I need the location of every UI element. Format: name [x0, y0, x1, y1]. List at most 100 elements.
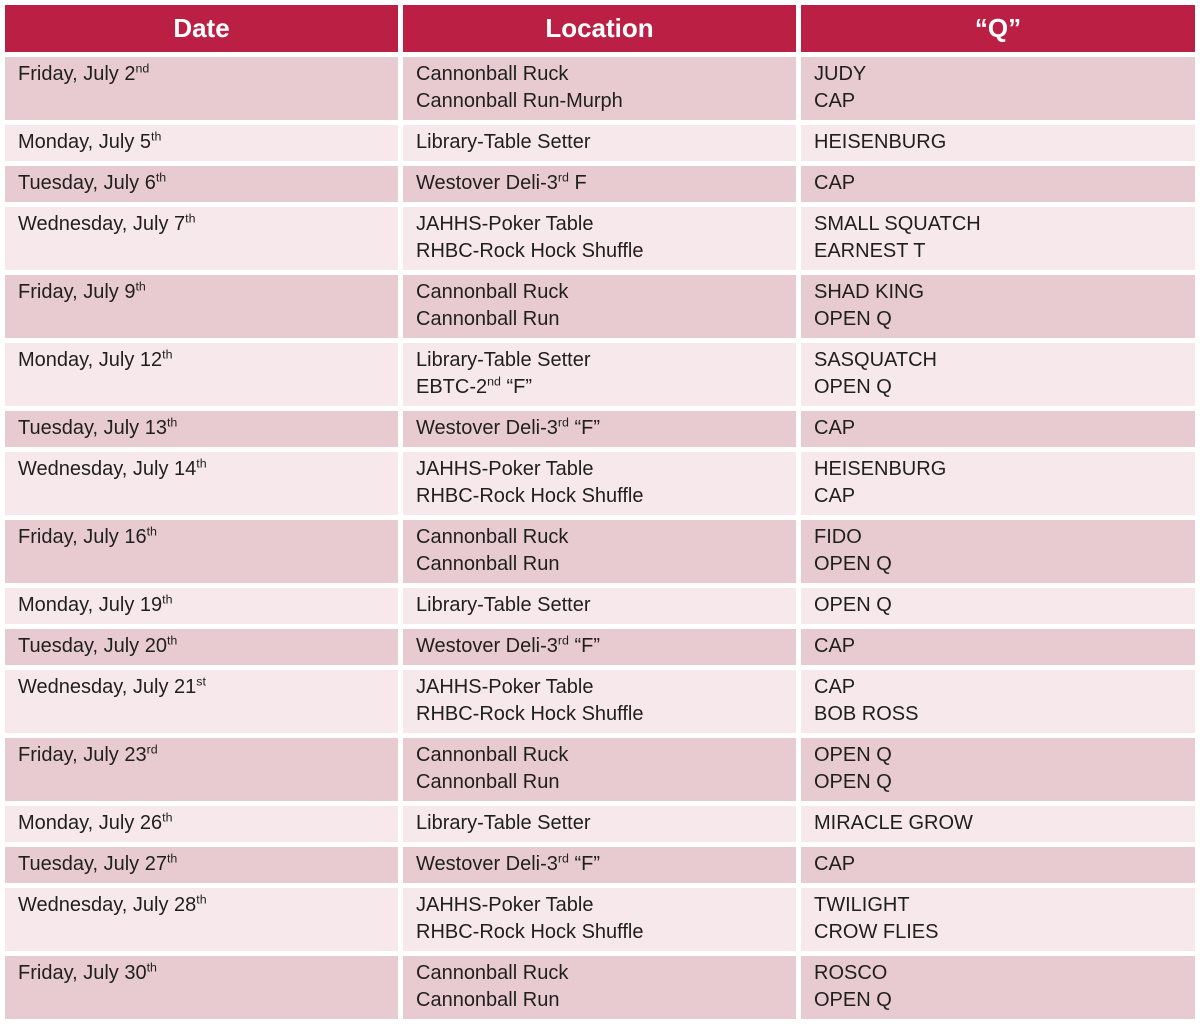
cell-line: RHBC-Rock Hock Shuffle — [416, 703, 644, 725]
cell-line: JAHHS-Poker Table — [416, 458, 594, 480]
location-cell: JAHHS-Poker Table RHBC-Rock Hock Shuffle — [403, 207, 796, 270]
location-cell: Cannonball Ruck Cannonball Run — [403, 520, 796, 583]
cell-line: Cannonball Ruck — [416, 526, 569, 548]
location-cell: Cannonball Ruck Cannonball Run — [403, 956, 796, 1019]
location-cell: Westover Deli-3rd “F” — [403, 629, 796, 665]
q-cell: CAP — [801, 629, 1195, 665]
table-row: Wednesday, July 21st JAHHS-Poker Table RHB… — [5, 670, 1195, 733]
date-cell: Tuesday, July 20th — [5, 629, 398, 665]
location-cell: JAHHS-Poker Table RHBC-Rock Hock Shuffle — [403, 670, 796, 733]
cell-line: HEISENBURG — [814, 131, 947, 153]
cell-line: EBTC-2nd “F” — [416, 374, 533, 398]
cell-line: Cannonball Run-Murph — [416, 90, 623, 112]
table-body: Friday, July 2nd Cannonball Ruck Cannonbal… — [5, 57, 1195, 1019]
cell-line: Cannonball Run — [416, 771, 560, 793]
cell-line: Friday, July 30th — [18, 960, 157, 984]
date-cell: Monday, July 5th — [5, 125, 398, 161]
ordinal-superscript: rd — [557, 851, 569, 866]
cell-line: CAP — [814, 853, 856, 875]
location-cell: Cannonball Ruck Cannonball Run — [403, 738, 796, 801]
cell-line: CAP — [814, 635, 856, 657]
cell-line: Friday, July 9th — [18, 279, 146, 303]
ordinal-superscript: rd — [146, 742, 158, 757]
cell-line: OPEN Q — [814, 989, 892, 1011]
table-row: Wednesday, July 28th JAHHS-Poker Table RHB… — [5, 888, 1195, 951]
q-cell: CAP — [801, 166, 1195, 202]
location-cell: Library-Table Setter — [403, 588, 796, 624]
table-row: Tuesday, July 6th Westover Deli-3rd F CAP — [5, 166, 1195, 202]
cell-line: CAP — [814, 417, 856, 439]
q-cell: SHAD KING OPEN Q — [801, 275, 1195, 338]
cell-line: Wednesday, July 7th — [18, 211, 196, 235]
location-cell: Library-Table Setter — [403, 806, 796, 842]
cell-line: CAP — [814, 90, 856, 112]
cell-line: RHBC-Rock Hock Shuffle — [416, 240, 644, 262]
date-cell: Friday, July 2nd — [5, 57, 398, 120]
location-cell: Library-Table Setter EBTC-2nd “F” — [403, 343, 796, 406]
q-cell: SASQUATCH OPEN Q — [801, 343, 1195, 406]
cell-line: MIRACLE GROW — [814, 812, 973, 834]
cell-line: Westover Deli-3rd “F” — [416, 415, 601, 439]
cell-line: FIDO — [814, 526, 862, 548]
date-cell: Monday, July 12th — [5, 343, 398, 406]
q-cell: CAP — [801, 411, 1195, 447]
ordinal-superscript: th — [166, 415, 178, 430]
cell-line: Wednesday, July 28th — [18, 892, 207, 916]
ordinal-superscript: st — [196, 674, 206, 689]
q-cell: CAP BOB ROSS — [801, 670, 1195, 733]
table-row: Wednesday, July 7th JAHHS-Poker Table RHBC… — [5, 207, 1195, 270]
cell-line: Cannonball Ruck — [416, 962, 569, 984]
table-row: Friday, July 2nd Cannonball Ruck Cannonbal… — [5, 57, 1195, 120]
cell-line: Cannonball Ruck — [416, 281, 569, 303]
location-cell: JAHHS-Poker Table RHBC-Rock Hock Shuffle — [403, 888, 796, 951]
cell-line: Tuesday, July 6th — [18, 170, 167, 194]
table-row: Tuesday, July 13th Westover Deli-3rd “F” C… — [5, 411, 1195, 447]
cell-line: OPEN Q — [814, 771, 892, 793]
cell-line: JUDY — [814, 63, 867, 85]
ordinal-superscript: th — [162, 592, 173, 607]
table-header: Date Location “Q” — [5, 5, 1195, 52]
cell-line: OPEN Q — [814, 308, 892, 330]
ordinal-superscript: th — [162, 347, 173, 362]
cell-line: SMALL SQUATCH — [814, 213, 981, 235]
location-cell: Cannonball Ruck Cannonball Run — [403, 275, 796, 338]
table-row: Friday, July 30th Cannonball Ruck Cannonba… — [5, 956, 1195, 1019]
location-cell: Westover Deli-3rd “F” — [403, 411, 796, 447]
cell-line: SHAD KING — [814, 281, 925, 303]
ordinal-superscript: th — [151, 129, 162, 144]
cell-line: BOB ROSS — [814, 703, 919, 725]
ordinal-superscript: rd — [557, 633, 569, 648]
ordinal-superscript: rd — [557, 170, 569, 185]
date-cell: Wednesday, July 21st — [5, 670, 398, 733]
q-cell: TWILIGHT CROW FLIES — [801, 888, 1195, 951]
location-cell: Library-Table Setter — [403, 125, 796, 161]
q-cell: CAP — [801, 847, 1195, 883]
cell-line: Cannonball Ruck — [416, 744, 569, 766]
cell-line: Library-Table Setter — [416, 349, 591, 371]
ordinal-superscript: th — [196, 892, 207, 907]
location-cell: Cannonball Ruck Cannonball Run-Murph — [403, 57, 796, 120]
cell-line: Westover Deli-3rd “F” — [416, 633, 601, 657]
location-cell: Westover Deli-3rd “F” — [403, 847, 796, 883]
date-cell: Friday, July 16th — [5, 520, 398, 583]
cell-line: Friday, July 2nd — [18, 61, 150, 85]
cell-line: CAP — [814, 172, 856, 194]
cell-line: CAP — [814, 676, 856, 698]
cell-line: CROW FLIES — [814, 921, 939, 943]
date-cell: Monday, July 26th — [5, 806, 398, 842]
cell-line: Cannonball Run — [416, 553, 560, 575]
cell-line: RHBC-Rock Hock Shuffle — [416, 485, 644, 507]
q-cell: HEISENBURG — [801, 125, 1195, 161]
date-cell: Tuesday, July 6th — [5, 166, 398, 202]
cell-line: Tuesday, July 13th — [18, 415, 178, 439]
date-cell: Friday, July 9th — [5, 275, 398, 338]
date-cell: Friday, July 30th — [5, 956, 398, 1019]
cell-line: Westover Deli-3rd F — [416, 170, 587, 194]
cell-line: OPEN Q — [814, 594, 892, 616]
q-cell: ROSCO OPEN Q — [801, 956, 1195, 1019]
cell-line: Wednesday, July 14th — [18, 456, 207, 480]
cell-line: Cannonball Run — [416, 308, 560, 330]
q-cell: HEISENBURG CAP — [801, 452, 1195, 515]
cell-line: SASQUATCH — [814, 349, 937, 371]
